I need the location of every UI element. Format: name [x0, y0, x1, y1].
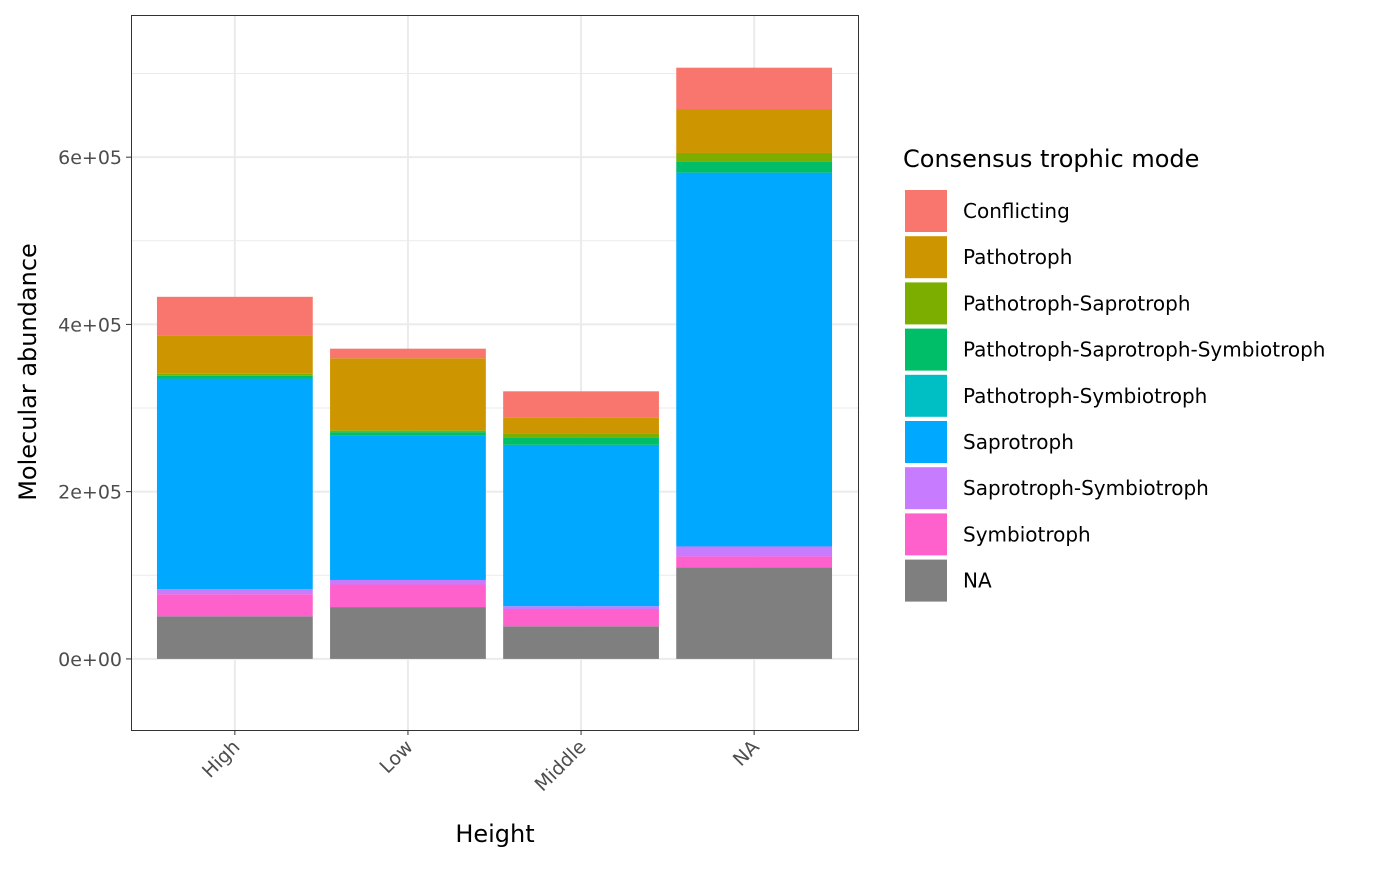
legend-swatch [905, 467, 947, 510]
legend-swatch [905, 421, 947, 463]
y-tick-label: 6e+05 [58, 147, 122, 169]
bar-segment-high-saprotroph [156, 378, 313, 590]
legend-label: Conflicting [963, 199, 1070, 223]
bar-segment-low-pathotroph-saprotroph-symbiotroph [330, 432, 486, 436]
legend-swatch [905, 282, 947, 325]
legend-swatch [905, 328, 947, 371]
legend-label: Pathotroph-Saprotroph-Symbiotroph [963, 338, 1325, 362]
bar-segment-middle-symbiotroph [503, 608, 659, 627]
bar-segment-high-symbiotroph [156, 594, 313, 617]
legend-label: Pathotroph-Symbiotroph [963, 384, 1207, 408]
legend-swatch [905, 559, 947, 602]
legend-title: Consensus trophic mode [903, 145, 1199, 173]
bar-segment-na-symbiotroph [676, 556, 833, 568]
bar-segment-low-saprotroph-symbiotroph [330, 579, 486, 585]
bar-segment-middle-saprotroph [503, 444, 659, 607]
bar-segment-low-saprotroph [330, 435, 486, 580]
legend-item: NA [905, 559, 992, 602]
bar-segment-na-pathotroph-saprotroph-symbiotroph [676, 161, 833, 173]
bar-segment-high-pathotroph [156, 335, 313, 374]
bar-segment-low-pathotroph [330, 358, 486, 431]
bar-segment-middle-saprotroph-symbiotroph [503, 606, 659, 609]
x-tick-label: High [198, 736, 244, 782]
legend-item: Pathotroph [905, 236, 1072, 279]
x-tick-label: Low [375, 736, 417, 778]
bars [156, 67, 833, 659]
legend-label: Saprotroph-Symbiotroph [963, 476, 1209, 500]
bar-segment-high-na [156, 616, 313, 659]
bar-segment-middle-na [503, 626, 659, 659]
bar-segment-na-pathotroph [676, 109, 833, 153]
bar-segment-low-na [330, 607, 486, 659]
legend-label: Saprotroph [963, 430, 1074, 454]
legend-item: Pathotroph-Saprotroph-Symbiotroph [905, 328, 1325, 371]
y-axis-title: Molecular abundance [14, 243, 42, 501]
y-axis: 0e+00 2e+05 4e+05 6e+05 [58, 147, 131, 671]
legend-item: Conflicting [905, 190, 1070, 232]
bar-segment-high-pathotroph-saprotroph-symbiotroph [156, 375, 313, 379]
legend-item: Pathotroph-Symbiotroph [905, 374, 1207, 417]
legend-label: NA [963, 569, 992, 593]
bar-segment-middle-pathotroph-saprotroph [503, 433, 659, 438]
legend-item: Symbiotroph [905, 513, 1091, 556]
legend-swatch [905, 374, 947, 417]
legend-swatch [905, 236, 947, 279]
legend-swatch [905, 190, 947, 232]
legend-item: Saprotroph-Symbiotroph [905, 467, 1209, 510]
panel-border [131, 15, 859, 731]
x-tick-label: NA [729, 736, 764, 771]
legend: Consensus trophic mode Conflicting Pathot… [903, 145, 1325, 602]
legend-item: Saprotroph [905, 421, 1074, 463]
legend-label: Symbiotroph [963, 522, 1091, 546]
x-tick-label: Middle [531, 736, 591, 796]
bar-segment-high-conflicting [156, 296, 313, 336]
bar-segment-high-saprotroph-symbiotroph [156, 589, 313, 595]
bar-segment-na-pathotroph-saprotroph [676, 152, 833, 162]
x-axis: High Low Middle NA [198, 730, 764, 796]
bar-segment-middle-pathotroph [503, 417, 659, 434]
bar-segment-na-conflicting [676, 67, 833, 110]
legend-label: Pathotroph [963, 245, 1072, 269]
bar-segment-middle-conflicting [503, 391, 659, 418]
y-tick-label: 4e+05 [58, 314, 122, 336]
bar-segment-low-pathotroph-saprotroph [330, 430, 486, 433]
bar-segment-na-saprotroph-symbiotroph [676, 546, 833, 557]
bar-segment-high-pathotroph-saprotroph [156, 373, 313, 376]
bar-segment-na-saprotroph [676, 172, 833, 547]
y-tick-label: 0e+00 [58, 649, 122, 671]
y-tick-label: 2e+05 [58, 482, 122, 504]
legend-item: Pathotroph-Saprotroph [905, 282, 1191, 325]
bar-segment-low-conflicting [330, 348, 486, 359]
bar-segment-low-symbiotroph [330, 584, 486, 608]
legend-label: Pathotroph-Saprotroph [963, 291, 1191, 315]
x-axis-title: Height [455, 820, 534, 848]
bar-segment-na-na [676, 567, 833, 659]
legend-swatch [905, 513, 947, 556]
bar-segment-middle-pathotroph-saprotroph-symbiotroph [503, 437, 659, 445]
